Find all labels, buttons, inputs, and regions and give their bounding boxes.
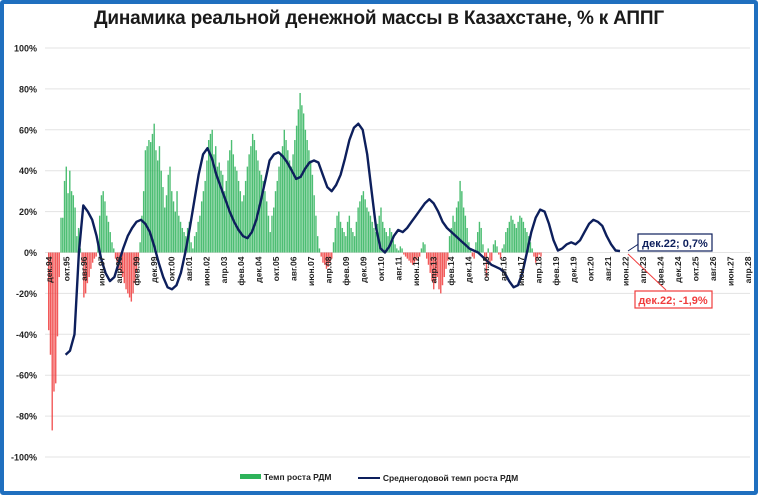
svg-text:дек.14: дек.14: [463, 256, 473, 282]
svg-text:-20%: -20%: [16, 289, 37, 299]
svg-text:апр.23: апр.23: [638, 256, 648, 283]
svg-text:апр.98: апр.98: [114, 256, 124, 283]
svg-text:апр.18: апр.18: [533, 256, 543, 283]
svg-text:дек.24: дек.24: [673, 256, 683, 282]
bar-series-rdm-growth: [48, 92, 542, 431]
svg-text:июн.22: июн.22: [621, 256, 631, 286]
legend-line-swatch: [357, 476, 380, 479]
svg-text:0%: 0%: [24, 248, 37, 258]
svg-text:авг.21: авг.21: [603, 256, 613, 281]
svg-text:июн.17: июн.17: [516, 256, 526, 286]
svg-text:дек.04: дек.04: [254, 256, 264, 282]
svg-text:фев.09: фев.09: [341, 256, 351, 285]
callouts: дек.22; 0,7% дек.22; -1,9%: [627, 233, 713, 309]
svg-text:фев.04: фев.04: [236, 256, 246, 285]
svg-text:дек.09: дек.09: [359, 256, 369, 282]
bar-callout-leader: [627, 253, 667, 291]
svg-text:июн.12: июн.12: [411, 256, 421, 286]
svg-text:авг.01: авг.01: [184, 256, 194, 281]
svg-text:100%: 100%: [14, 44, 37, 54]
svg-text:апр.13: апр.13: [428, 256, 438, 283]
svg-text:апр.28: апр.28: [743, 256, 753, 283]
svg-text:июн.07: июн.07: [306, 256, 316, 286]
svg-text:-60%: -60%: [16, 371, 37, 381]
svg-text:-100%: -100%: [11, 453, 37, 463]
svg-text:80%: 80%: [19, 84, 37, 94]
svg-text:фев.24: фев.24: [656, 256, 666, 285]
svg-text:20%: 20%: [19, 207, 37, 217]
bar-callout-label: дек.22; -1,9%: [638, 295, 708, 307]
svg-text:окт.00: окт.00: [166, 256, 176, 281]
svg-text:60%: 60%: [19, 125, 37, 135]
svg-text:окт.25: окт.25: [691, 256, 701, 281]
svg-text:авг.06: авг.06: [289, 256, 299, 281]
svg-text:июн.27: июн.27: [726, 256, 736, 286]
svg-text:апр.03: апр.03: [219, 256, 229, 283]
legend-item-line: Среднегодовой темп роста РДМ: [357, 472, 519, 483]
svg-text:авг.96: авг.96: [79, 256, 89, 281]
svg-text:дек.99: дек.99: [149, 256, 159, 282]
svg-text:окт.05: окт.05: [271, 256, 281, 281]
y-axis-ticks: 100% 80% 60% 40% 20% 0% -20% -40% -60% -80% -100%: [11, 44, 37, 463]
svg-text:окт.95: окт.95: [62, 256, 72, 281]
line-callout-label: дек.22; 0,7%: [642, 238, 708, 250]
svg-text:окт.10: окт.10: [376, 256, 386, 281]
svg-text:авг.26: авг.26: [708, 256, 718, 281]
svg-text:июн.97: июн.97: [96, 256, 106, 286]
x-axis-ticks: дек.94 окт.95 авг.96 июн.97 апр.98 фев.99 дек.…: [44, 256, 753, 286]
svg-text:-40%: -40%: [16, 330, 37, 340]
svg-text:апр.08: апр.08: [324, 256, 334, 283]
svg-text:авг.16: авг.16: [498, 256, 508, 281]
legend-bar-swatch: [239, 474, 261, 479]
svg-text:авг.11: авг.11: [394, 256, 404, 280]
legend-bar-label: Темп роста РДМ: [263, 471, 332, 482]
legend-line-label: Среднегодовой темп роста РДМ: [382, 472, 519, 483]
svg-text:дек.94: дек.94: [44, 256, 54, 282]
svg-text:40%: 40%: [19, 166, 37, 176]
bar-callout-box: [634, 290, 713, 309]
svg-text:окт.20: окт.20: [586, 256, 596, 281]
chart-title: Динамика реальной денежной массы в Казах…: [94, 8, 664, 29]
line-series-avg-growth: [64, 122, 621, 356]
line-callout-box: [637, 233, 713, 252]
svg-text:дек.19: дек.19: [568, 256, 578, 282]
chart-legend: Темп роста РДМ Среднегодовой темп роста …: [0, 471, 758, 483]
legend-item-bar: Темп роста РДМ: [239, 471, 332, 482]
svg-text:фев.14: фев.14: [446, 256, 456, 285]
svg-text:фев.99: фев.99: [131, 256, 141, 285]
svg-text:-80%: -80%: [16, 412, 37, 422]
svg-text:окт.15: окт.15: [481, 256, 491, 281]
svg-text:фев.19: фев.19: [551, 256, 561, 285]
svg-text:июн.02: июн.02: [201, 256, 211, 286]
